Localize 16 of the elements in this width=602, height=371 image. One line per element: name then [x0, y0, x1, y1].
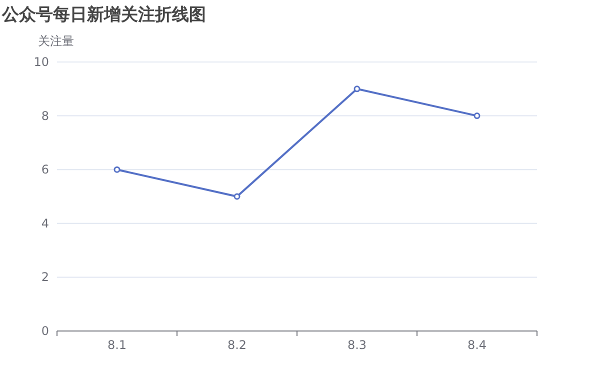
point [234, 193, 240, 200]
y-tick-label: 0 [41, 324, 49, 338]
x-tick-label: 8.1 [107, 338, 127, 352]
x-tick-label: 8.4 [467, 338, 487, 352]
y-tick-label: 10 [34, 55, 49, 69]
chart-title: 公众号每日新增关注折线图 [1, 5, 206, 25]
x-tick-label: 8.2 [227, 338, 247, 352]
y-axis-title: 关注量 [38, 34, 74, 48]
x-tick-label: 8.3 [347, 338, 367, 352]
point [114, 166, 120, 173]
y-tick-label: 2 [41, 270, 49, 284]
y-tick-label: 6 [41, 162, 49, 177]
y-tick-label: 8 [41, 108, 49, 123]
point [354, 86, 360, 92]
point [474, 112, 480, 120]
y-tick-label: 4 [41, 216, 49, 230]
